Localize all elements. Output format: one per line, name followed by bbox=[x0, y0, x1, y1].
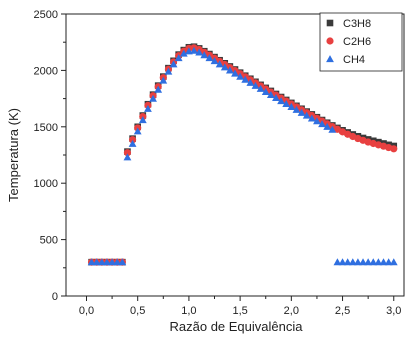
plot-marks bbox=[87, 43, 398, 266]
legend-label: CH4 bbox=[343, 54, 365, 66]
data-point bbox=[369, 258, 378, 266]
data-point bbox=[251, 81, 260, 89]
x-tick-label: 0,5 bbox=[130, 305, 145, 317]
legend-marker bbox=[326, 37, 334, 45]
data-point bbox=[236, 72, 245, 80]
data-point bbox=[277, 97, 285, 105]
data-point bbox=[128, 139, 137, 147]
y-tick-label: 1000 bbox=[34, 178, 58, 190]
data-point bbox=[123, 153, 132, 161]
data-point bbox=[272, 94, 280, 102]
legend-box bbox=[319, 12, 403, 72]
data-point bbox=[282, 100, 291, 108]
legend-label: C3H8 bbox=[343, 18, 371, 30]
data-point bbox=[205, 54, 214, 62]
y-tick-label: 1500 bbox=[34, 122, 58, 134]
data-point bbox=[133, 127, 142, 135]
legend-marker bbox=[326, 19, 334, 27]
data-point bbox=[169, 60, 178, 68]
data-point bbox=[128, 136, 137, 144]
data-point bbox=[266, 90, 275, 98]
data-point bbox=[159, 76, 168, 84]
data-point bbox=[256, 84, 265, 92]
data-point bbox=[190, 46, 198, 54]
data-point bbox=[302, 111, 311, 119]
data-point bbox=[123, 149, 132, 157]
x-axis-title: Razão de Equivalência bbox=[170, 319, 304, 334]
legend-item: C2H6 bbox=[326, 36, 371, 48]
data-point bbox=[343, 258, 352, 266]
legend-marker bbox=[326, 55, 334, 63]
data-point bbox=[200, 51, 209, 59]
data-point bbox=[313, 117, 321, 125]
y-tick-label: 2500 bbox=[34, 9, 58, 21]
x-axis: 0,0 0,5 1,0 1,5 2,0 2,5 3,0 bbox=[79, 296, 401, 317]
data-point bbox=[246, 78, 255, 86]
data-point bbox=[113, 258, 122, 266]
data-point bbox=[138, 116, 147, 124]
data-point bbox=[318, 120, 326, 128]
data-point bbox=[364, 258, 373, 266]
data-point bbox=[215, 60, 224, 68]
data-point bbox=[354, 258, 362, 266]
y-tick-label: 500 bbox=[40, 235, 58, 247]
data-point bbox=[108, 258, 116, 266]
data-point bbox=[328, 125, 337, 133]
data-point bbox=[307, 114, 316, 122]
data-point bbox=[379, 258, 388, 266]
data-point bbox=[384, 258, 393, 266]
x-tick-label: 2,0 bbox=[284, 305, 299, 317]
data-point bbox=[292, 105, 301, 113]
y-axis: 0 500 1000 1500 2000 2500 bbox=[34, 9, 66, 303]
y-tick-label: 0 bbox=[52, 291, 58, 303]
x-tick-label: 2,5 bbox=[335, 305, 350, 317]
data-point bbox=[144, 104, 152, 112]
legend-item: CH4 bbox=[326, 54, 365, 66]
data-point bbox=[179, 49, 188, 57]
data-point bbox=[195, 48, 204, 56]
data-point bbox=[390, 145, 398, 153]
data-point bbox=[323, 122, 332, 130]
data-point bbox=[359, 258, 367, 266]
x-tick-label: 3,0 bbox=[386, 305, 401, 317]
data-point bbox=[348, 258, 357, 266]
legend-item: C3H8 bbox=[326, 18, 371, 30]
x-tick-label: 0,0 bbox=[79, 305, 94, 317]
data-point bbox=[287, 102, 296, 110]
legend: C3H8 C2H6 CH4 bbox=[319, 12, 403, 72]
data-point bbox=[164, 67, 173, 75]
y-axis-title: Temperatura (K) bbox=[6, 108, 21, 202]
data-point bbox=[149, 94, 157, 102]
series-ch4 bbox=[87, 46, 398, 266]
data-point bbox=[210, 57, 219, 65]
data-point bbox=[389, 258, 398, 266]
y-tick-label: 2000 bbox=[34, 65, 58, 77]
data-point bbox=[220, 63, 229, 71]
data-point bbox=[333, 258, 342, 266]
data-point bbox=[87, 258, 96, 266]
x-tick-label: 1,0 bbox=[181, 305, 196, 317]
data-point bbox=[174, 54, 183, 62]
data-point bbox=[241, 75, 250, 83]
data-point bbox=[92, 258, 101, 266]
data-point bbox=[103, 258, 111, 266]
data-point bbox=[118, 258, 127, 266]
x-tick-label: 1,5 bbox=[232, 305, 247, 317]
data-point bbox=[231, 69, 239, 77]
data-point bbox=[374, 258, 383, 266]
data-point bbox=[338, 258, 347, 266]
data-point bbox=[97, 258, 106, 266]
data-point bbox=[261, 87, 270, 95]
data-point bbox=[225, 66, 234, 74]
data-point bbox=[297, 108, 306, 116]
data-point bbox=[154, 85, 163, 93]
legend-label: C2H6 bbox=[343, 36, 371, 48]
